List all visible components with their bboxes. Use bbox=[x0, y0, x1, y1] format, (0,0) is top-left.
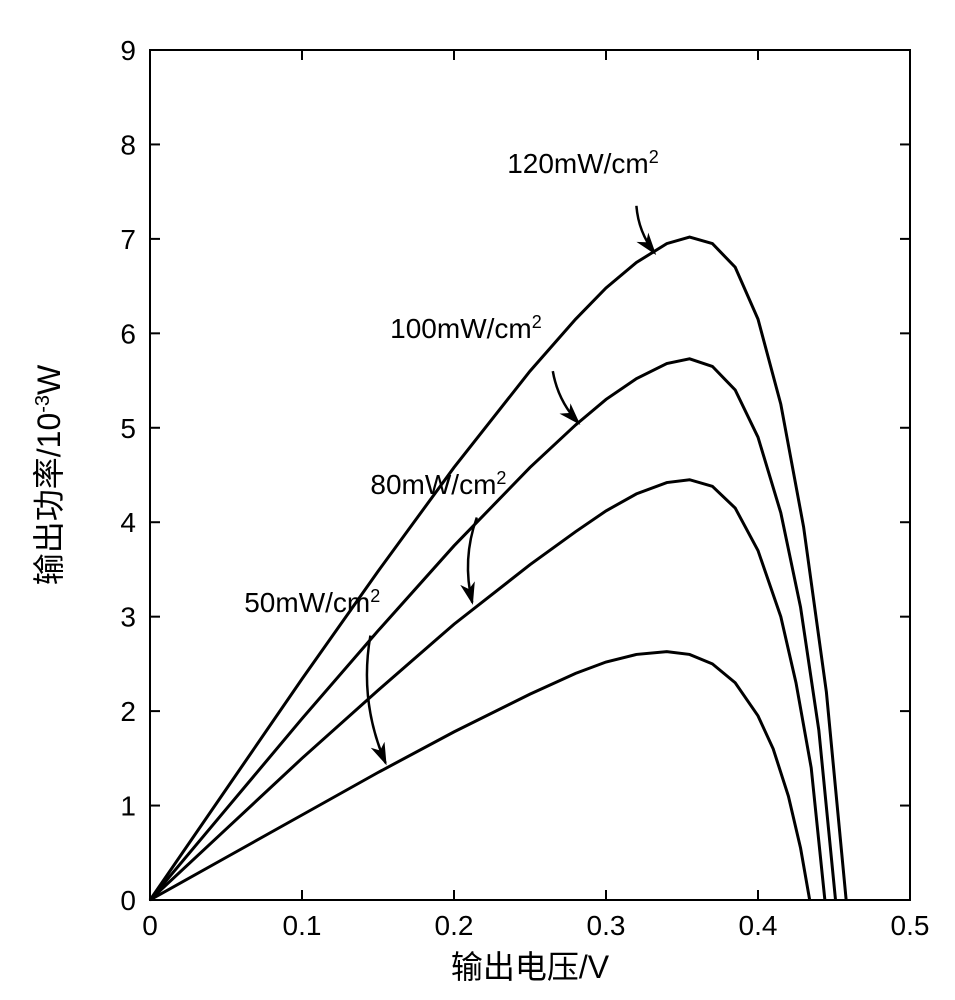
ytick-label: 3 bbox=[120, 602, 136, 633]
ytick-label: 7 bbox=[120, 224, 136, 255]
ytick-label: 4 bbox=[120, 507, 136, 538]
xtick-label: 0 bbox=[142, 910, 158, 941]
annotation-arrow-s120 bbox=[636, 206, 654, 253]
ytick-label: 8 bbox=[120, 129, 136, 160]
curve-s100 bbox=[150, 359, 836, 900]
chart-container: 0 0.1 0.2 0.3 0.4 0.5 0 1 2 3 4 5 6 7 8 9 输出电压/V 输出功率/10-… bbox=[0, 0, 955, 1000]
series-label-s100: 100mW/cm2 bbox=[390, 312, 542, 344]
y-axis-title: 输出功率/10-3W bbox=[31, 364, 67, 585]
x-axis-title: 输出电压/V bbox=[451, 949, 610, 985]
series-label-s120: 120mW/cm2 bbox=[507, 147, 659, 179]
ytick-label: 9 bbox=[120, 35, 136, 66]
xtick-label: 0.2 bbox=[435, 910, 474, 941]
ytick-label: 0 bbox=[120, 885, 136, 916]
pv-curve-chart: 0 0.1 0.2 0.3 0.4 0.5 0 1 2 3 4 5 6 7 8 9 输出电压/V 输出功率/10-… bbox=[0, 0, 955, 1000]
xtick-label: 0.5 bbox=[891, 910, 930, 941]
ytick-label: 5 bbox=[120, 413, 136, 444]
curve-s50 bbox=[150, 652, 810, 900]
series-label-s80: 80mW/cm2 bbox=[370, 468, 506, 500]
axes: 0 0.1 0.2 0.3 0.4 0.5 0 1 2 3 4 5 6 7 8 9 输出电压/V 输出功率/10-… bbox=[31, 35, 929, 985]
xtick-label: 0.1 bbox=[283, 910, 322, 941]
series-label-s50: 50mW/cm2 bbox=[244, 586, 380, 618]
annotation-arrow-s100 bbox=[553, 371, 579, 423]
xtick-label: 0.3 bbox=[587, 910, 626, 941]
xtick-label: 0.4 bbox=[739, 910, 778, 941]
ytick-label: 2 bbox=[120, 696, 136, 727]
curve-s80 bbox=[150, 480, 825, 900]
ytick-label: 1 bbox=[120, 791, 136, 822]
ytick-label: 6 bbox=[120, 318, 136, 349]
